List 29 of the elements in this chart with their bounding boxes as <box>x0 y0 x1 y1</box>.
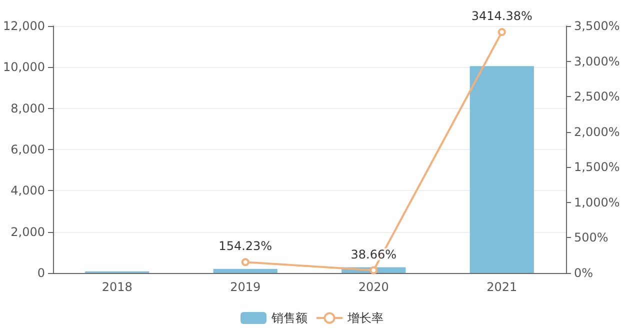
data-label: 3414.38% <box>471 9 532 24</box>
legend-label: 增长率 <box>346 311 384 325</box>
legend-label: 销售额 <box>270 311 308 325</box>
y2-tick-label: 0% <box>574 266 594 280</box>
y2-tick-label: 1,000% <box>574 195 620 210</box>
data-label: 38.66% <box>350 247 397 262</box>
x-tick-label: 2021 <box>486 280 518 294</box>
y2-tick-label: 3,000% <box>574 54 620 68</box>
y2-tick-label: 2,000% <box>574 124 620 139</box>
x-tick-label: 2020 <box>358 280 389 294</box>
point <box>370 266 378 274</box>
y-tick-label: 0 <box>37 266 45 280</box>
x-tick-label: 2019 <box>230 280 261 294</box>
y2-tick-label: 3,500% <box>574 19 620 33</box>
data-label: 154.23% <box>218 239 272 254</box>
bar <box>470 66 534 273</box>
y2-tick-label: 500% <box>574 230 608 245</box>
y-tick-label: 12,000 <box>2 19 45 33</box>
bar <box>213 268 278 273</box>
y-tick-label: 2,000 <box>10 224 45 239</box>
y2-tick-label: 2,500% <box>574 90 620 104</box>
y-tick-label: 4,000 <box>10 184 45 198</box>
y-tick-label: 6,000 <box>10 142 45 156</box>
y2-tick-label: 1,500% <box>574 160 620 174</box>
point <box>498 28 506 36</box>
point <box>241 258 250 266</box>
x-tick-label: 2018 <box>102 280 132 294</box>
y-tick-label: 10,000 <box>2 60 45 74</box>
y-tick-label: 8,000 <box>10 101 45 116</box>
